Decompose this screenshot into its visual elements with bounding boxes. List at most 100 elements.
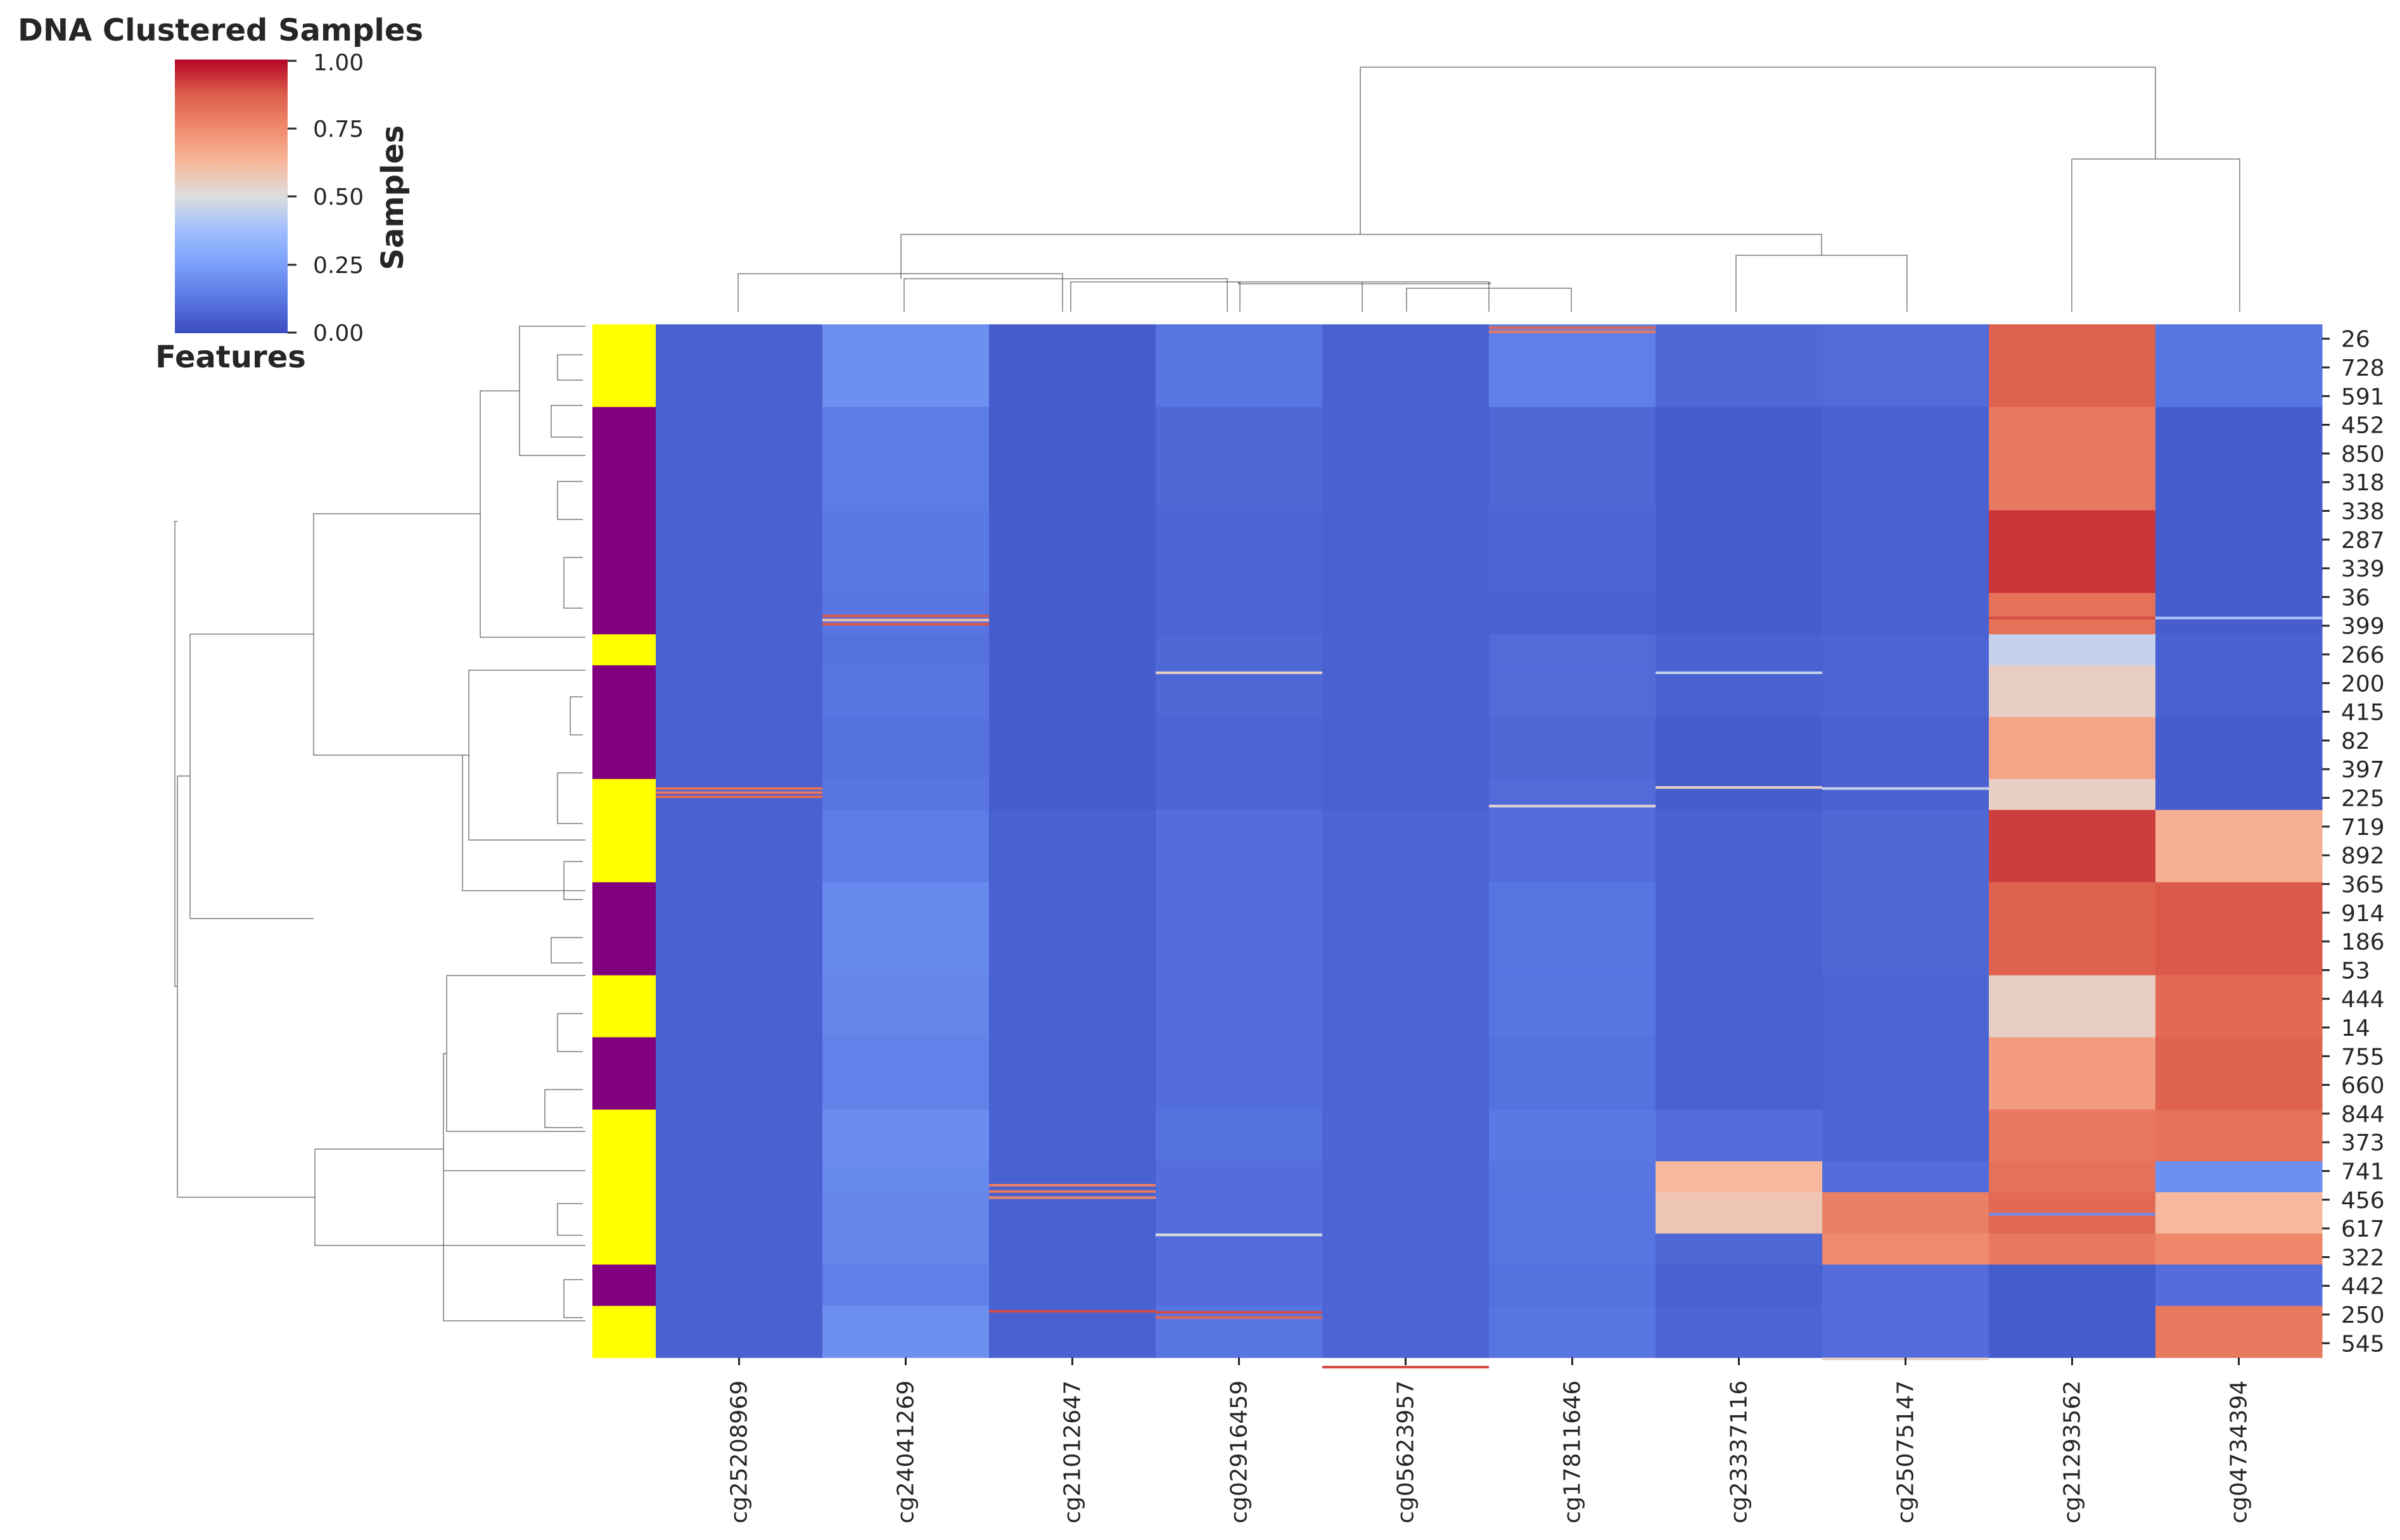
heatmap-cells [656,324,2323,1369]
row-label-660: 660 [2341,1073,2385,1099]
heatmap-block-cell [2155,407,2323,511]
heatmap-block-cell [1656,975,1823,1038]
column-label-cg21293562: cg21293562 [2060,1380,2086,1524]
heatmap-block-cell [1156,1192,1323,1234]
heatmap-block-cell [1656,1192,1823,1234]
row-label-373: 373 [2341,1130,2385,1156]
annotation-block-4 [592,634,656,666]
row-label-456: 456 [2341,1188,2385,1214]
heatmap-block-cell [1989,324,2156,408]
heatmap-block-cell [1322,1037,1490,1110]
row-label-338: 338 [2341,499,2385,525]
heatmap-block-cell [822,716,990,780]
heatmap-block-cell [1656,716,1823,780]
row-label-399: 399 [2341,614,2385,640]
row-label-287: 287 [2341,528,2385,554]
heatmap-block-cell [1156,975,1323,1038]
row-label-914: 914 [2341,901,2385,927]
heatmap-block-cell [1322,810,1490,883]
row-label-545: 545 [2341,1331,2385,1357]
row-label-225: 225 [2341,786,2385,812]
heatmap-block-cell [1989,510,2156,594]
heatmap-block-cell [1656,1037,1823,1110]
heatmap-block-cell [1322,1306,1490,1358]
annotation-block-2 [592,510,656,594]
heatmap-block-cell [989,1264,1156,1307]
column-label-cg23337116: cg23337116 [1727,1380,1752,1524]
annotation-block-12 [592,1109,656,1162]
heatmap-block-cell [2155,1264,2323,1307]
heatmap-block-cell [2155,779,2323,811]
heatmap-block-cell [2155,975,2323,1038]
heatmap-stripe [822,623,989,626]
heatmap-block-cell [1156,882,1323,976]
heatmap-stripe [1989,616,2155,620]
column-label-cg17811646: cg17811646 [1560,1380,1586,1524]
heatmap-block-cell [656,324,823,408]
heatmap-block-cell [2155,1109,2323,1162]
heatmap-block-cell [1822,1161,1989,1193]
heatmap-block-cell [989,510,1156,594]
heatmap-block-cell [656,882,823,976]
heatmap-block-cell [1822,665,1989,718]
heatmap-block-cell [1322,1109,1490,1162]
heatmap-block-cell [822,810,990,883]
heatmap-stripe [1156,1311,1322,1314]
heatmap-block-cell [989,1233,1156,1265]
heatmap-block-cell [1822,634,1989,666]
heatmap-block-cell [1322,324,1490,408]
heatmap-block-cell [822,510,990,594]
annotation-block-15 [592,1233,656,1265]
heatmap-block-cell [822,975,990,1038]
row-label-322: 322 [2341,1245,2385,1271]
heatmap-block-cell [2155,1161,2323,1193]
heatmap-block-cell [1156,1109,1323,1162]
heatmap-block-cell [1489,1264,1656,1307]
heatmap-block-cell [1822,324,1989,408]
heatmap-block-cell [1989,634,2156,666]
colorbar-tick-label: 0.75 [313,117,364,143]
heatmap-block-cell [1156,1233,1323,1265]
annotation-block-17 [592,1306,656,1358]
heatmap-block-cell [989,1192,1156,1234]
heatmap-block-cell [1989,1037,2156,1110]
heatmap-block-cell [1822,593,1989,635]
heatmap-block-cell [1989,1233,2156,1265]
column-label-cg05623957: cg05623957 [1393,1380,1419,1524]
heatmap-stripe [989,1196,1156,1199]
heatmap-block-cell [822,882,990,976]
heatmap-block-cell [1822,1233,1989,1265]
heatmap-block-cell [989,665,1156,718]
column-tick-labels: cg25208969 cg24041269 cg21012647 cg02916459… [727,1358,2252,1524]
heatmap-block-cell [1822,1306,1989,1358]
row-label-850: 850 [2341,442,2385,468]
heatmap-block-cell [1156,810,1323,883]
heatmap-block-cell [1656,593,1823,635]
heatmap-block-cell [1656,324,1823,408]
column-label-cg21012647: cg21012647 [1060,1380,1086,1524]
row-annotation-strip [592,324,656,1358]
heatmap-block-cell [656,665,823,718]
heatmap-stripe [1656,671,1822,675]
heatmap-stripe [822,618,989,621]
heatmap-block-cell [1489,1109,1656,1162]
heatmap-block-cell [1489,324,1656,408]
heatmap-block-cell [1656,634,1823,666]
heatmap-stripe [1489,326,1656,329]
heatmap-stripe [656,791,822,794]
heatmap-block-cell [989,1306,1156,1358]
heatmap-block-cell [2155,510,2323,594]
heatmap-block-cell [2155,810,2323,883]
row-label-26: 26 [2341,327,2370,353]
heatmap-block-cell [1989,593,2156,635]
heatmap-block-cell [822,1037,990,1110]
heatmap-block-cell [989,1109,1156,1162]
heatmap-block-cell [1822,975,1989,1038]
row-label-452: 452 [2341,413,2385,439]
heatmap-block-cell [1822,407,1989,511]
row-label-365: 365 [2341,872,2385,898]
heatmap-block-cell [1656,1306,1823,1358]
heatmap-block-cell [989,810,1156,883]
heatmap-block-cell [989,324,1156,408]
